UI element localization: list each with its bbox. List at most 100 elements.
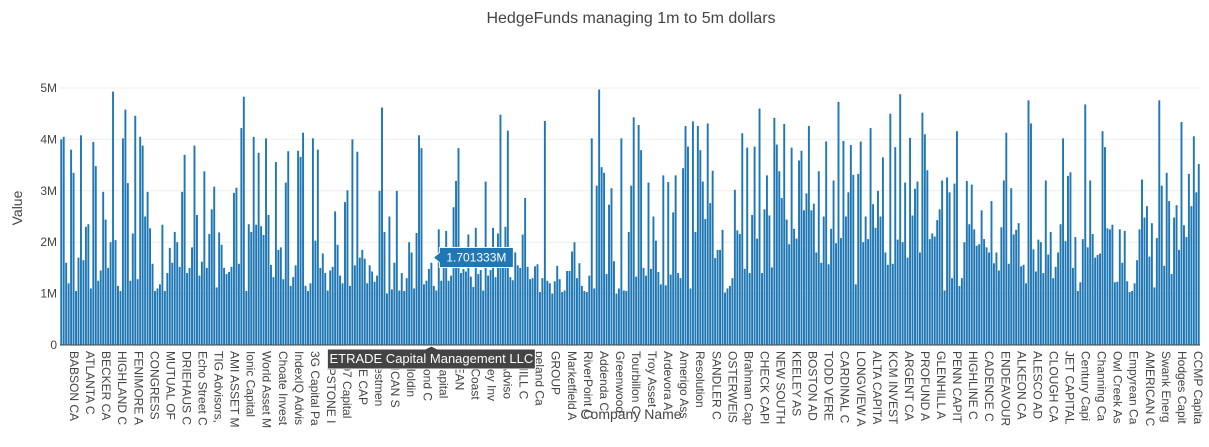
bar[interactable] [997,270,1000,345]
bar[interactable] [1042,273,1045,345]
bar[interactable] [205,267,208,345]
bar[interactable] [62,136,65,345]
bar[interactable] [625,291,628,345]
bar[interactable] [220,244,223,345]
bar[interactable] [385,293,388,345]
bar[interactable] [260,226,263,345]
bar[interactable] [366,283,369,345]
bar[interactable] [156,288,159,345]
bar[interactable] [65,262,68,345]
bar[interactable] [467,234,470,345]
bar[interactable] [832,180,835,345]
bar[interactable] [756,238,759,345]
bar[interactable] [1076,291,1079,345]
bar[interactable] [1069,172,1072,345]
bar[interactable] [521,234,524,345]
bar[interactable] [1150,223,1153,345]
bar[interactable] [1027,100,1030,345]
bar[interactable] [321,253,324,345]
bar[interactable] [67,283,70,345]
bar[interactable] [899,94,902,345]
bar[interactable] [1123,230,1126,345]
bar[interactable] [270,264,272,345]
bar[interactable] [1106,228,1109,345]
bar[interactable] [477,274,480,345]
bar[interactable] [761,273,763,345]
bar[interactable] [566,270,569,345]
bar[interactable] [958,285,961,345]
bar[interactable] [763,209,766,345]
bar[interactable] [213,186,216,345]
bar[interactable] [1034,271,1037,346]
bar[interactable] [1096,255,1099,345]
bar[interactable] [418,135,420,345]
bar[interactable] [144,216,147,346]
bar[interactable] [124,109,127,345]
bar[interactable] [492,227,495,345]
bar[interactable] [289,285,292,345]
bar[interactable] [161,224,164,345]
bar[interactable] [1079,282,1082,345]
bar[interactable] [257,152,260,345]
bar[interactable] [603,172,606,345]
bar[interactable] [933,236,936,345]
bar[interactable] [968,224,971,345]
bar[interactable] [830,228,833,345]
bar[interactable] [80,135,82,345]
bar[interactable] [580,285,583,345]
bar[interactable] [864,216,867,346]
bar[interactable] [652,216,655,346]
bar[interactable] [896,239,899,345]
bar[interactable] [738,233,741,345]
bar[interactable] [575,278,578,345]
bar[interactable] [1074,237,1077,345]
bar[interactable] [803,210,805,345]
bar[interactable] [1185,237,1188,345]
bar[interactable] [1148,256,1151,345]
bar[interactable] [615,293,618,345]
bar[interactable] [561,292,564,345]
bar[interactable] [914,188,916,345]
bar[interactable] [541,278,544,345]
bar[interactable] [107,267,110,345]
bar[interactable] [1101,131,1104,345]
bar[interactable] [790,147,793,345]
bar[interactable] [995,252,998,345]
bar[interactable] [208,233,211,345]
bar[interactable] [862,242,865,345]
bar[interactable] [926,170,929,345]
bar[interactable] [563,290,566,345]
bar[interactable] [901,242,904,345]
bar[interactable] [677,273,680,345]
bar[interactable] [237,263,240,345]
bar[interactable] [1064,241,1067,345]
bar[interactable] [1104,147,1106,345]
bar[interactable] [1138,229,1141,345]
bar[interactable] [334,211,337,345]
bar[interactable] [304,285,307,345]
bar[interactable] [420,148,423,345]
bar[interactable] [568,270,571,345]
bar[interactable] [173,231,176,345]
bar[interactable] [262,235,265,345]
bar[interactable] [694,231,697,345]
bar[interactable] [245,291,248,345]
bar[interactable] [393,262,396,345]
bar[interactable] [346,190,349,345]
bar[interactable] [240,128,243,345]
bar[interactable] [1052,278,1055,345]
bar[interactable] [874,227,877,345]
bar[interactable] [775,144,778,345]
bar[interactable] [780,198,783,345]
bar[interactable] [1039,242,1042,345]
bar[interactable] [911,215,914,345]
bar[interactable] [1118,229,1121,345]
bar[interactable] [534,266,536,345]
bar[interactable] [356,151,359,345]
bar[interactable] [282,279,285,345]
bar[interactable] [501,263,504,345]
bar[interactable] [938,209,941,345]
bar[interactable] [252,136,255,345]
bar[interactable] [1195,192,1198,345]
bar[interactable] [844,216,847,346]
